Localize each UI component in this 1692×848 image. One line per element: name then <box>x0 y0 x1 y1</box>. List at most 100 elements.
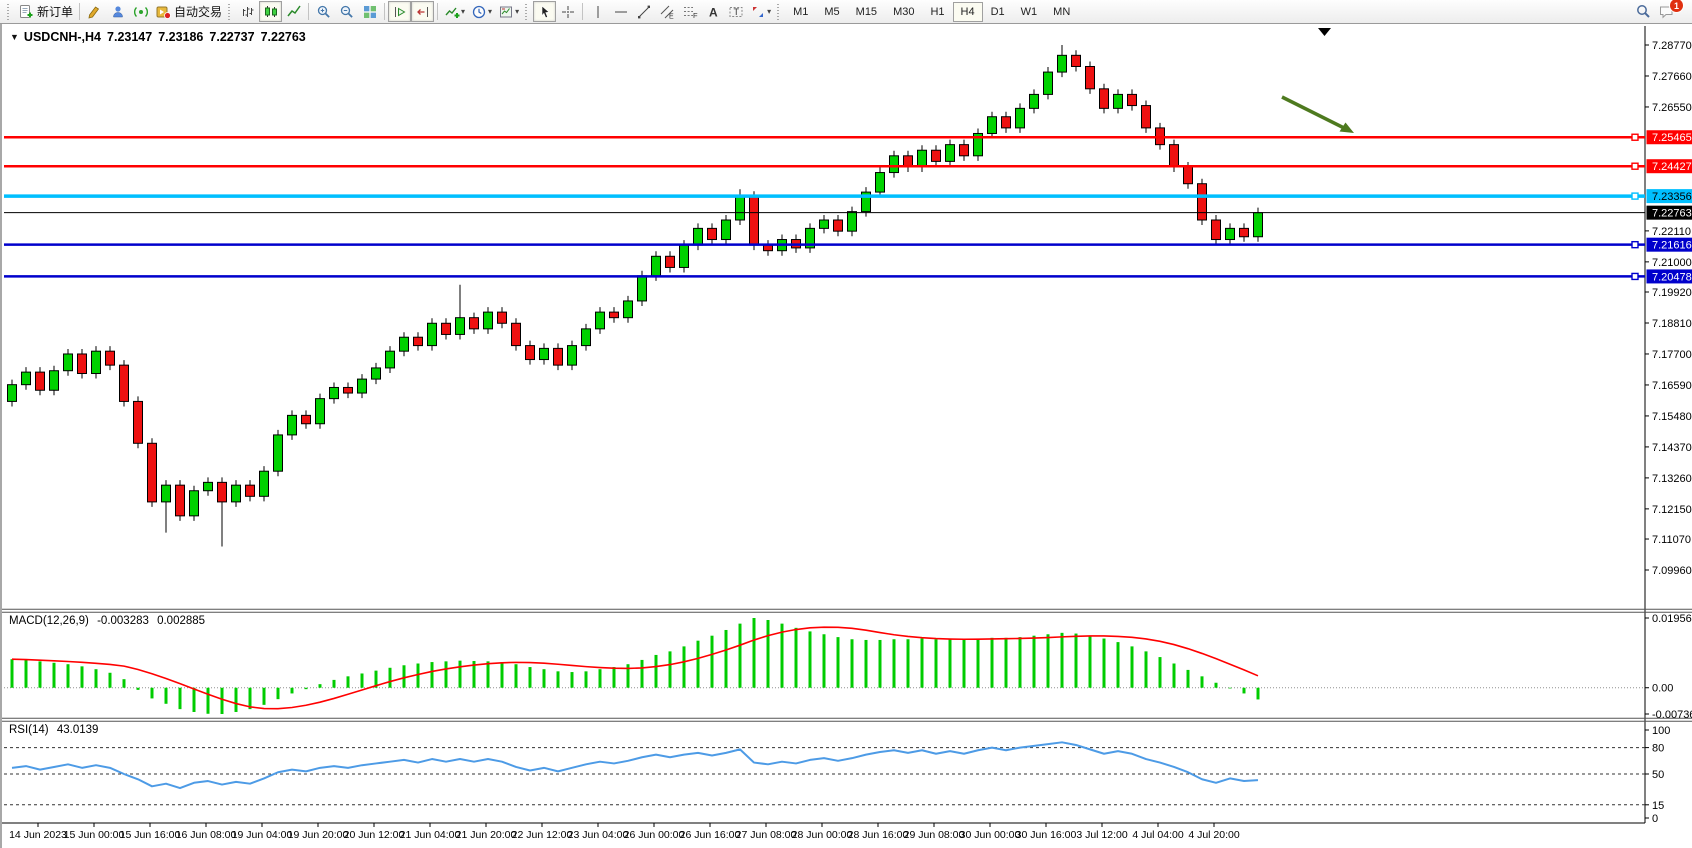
rsi-scale-label: 50 <box>1652 769 1664 781</box>
search-button[interactable] <box>1632 1 1655 22</box>
one-click-trading-toggle[interactable]: ▼ <box>10 32 19 42</box>
indicators-button[interactable]: ▾ <box>441 1 468 22</box>
candle <box>1239 227 1249 238</box>
metaeditor-icon <box>88 5 99 19</box>
candle <box>259 470 269 497</box>
chart-shift-button[interactable] <box>411 1 435 22</box>
macd-scale-label: 0.019561 <box>1652 613 1692 625</box>
line-chart-button[interactable] <box>282 1 305 22</box>
rsi-scale-label: 0 <box>1652 813 1658 825</box>
timeframe-h4-button[interactable]: H4 <box>952 1 983 22</box>
candle <box>833 219 843 232</box>
new-order-button[interactable]: 新订单 <box>15 1 76 22</box>
metaeditor-button[interactable] <box>83 1 106 22</box>
price-badge <box>1646 237 1692 252</box>
horizontal-line-button[interactable] <box>609 1 632 22</box>
autotrading-button[interactable]: 自动交易 <box>152 1 225 22</box>
text-button[interactable]: A <box>701 1 724 22</box>
price-badge <box>1646 269 1692 284</box>
price-line-handle[interactable] <box>1631 192 1639 200</box>
candle <box>693 227 703 246</box>
fibonacci-icon: F <box>683 6 698 20</box>
autotrading-label: 自动交易 <box>174 5 223 19</box>
search-icon <box>1637 5 1650 18</box>
price-line-handle[interactable] <box>1631 272 1639 281</box>
candle <box>581 328 591 347</box>
equidistant-channel-button[interactable]: E <box>655 1 678 22</box>
timeframe-h1-button[interactable]: H1 <box>930 5 945 18</box>
arrows-button[interactable]: ▾ <box>747 1 774 22</box>
vertical-line-button[interactable] <box>586 1 609 22</box>
candle <box>105 350 115 366</box>
signals-button[interactable] <box>129 1 152 22</box>
line-chart-icon <box>286 5 301 16</box>
candle <box>119 364 129 402</box>
tile-windows-button[interactable] <box>358 1 381 22</box>
periods-button[interactable]: ▾ <box>468 1 495 22</box>
timeframe-m15-button[interactable]: M15 <box>855 5 878 18</box>
price-line-handle[interactable] <box>1631 162 1639 170</box>
price-tick-label: 7.19920 <box>1652 287 1692 299</box>
trend-arrow-annotation[interactable] <box>1281 95 1347 131</box>
timeframe-mn-button[interactable]: MN <box>1053 5 1071 18</box>
time-label: 4 Jul 04:00 <box>1132 829 1184 841</box>
templates-button[interactable]: ▾ <box>495 1 522 22</box>
candle <box>35 371 45 391</box>
notification-badge[interactable]: 1 <box>1669 0 1684 13</box>
candle <box>539 347 549 361</box>
timeframe-group: M1 M5 M15 M30 H1 H4 D1 W1 MN <box>785 1 1078 22</box>
price-badge-label: 7.25465 <box>1652 132 1692 144</box>
timeframe-m5-button[interactable]: M5 <box>824 5 840 18</box>
timeframe-m1-button[interactable]: M1 <box>793 5 809 18</box>
rsi-name: RSI(14) <box>9 724 49 736</box>
candle <box>63 353 73 372</box>
mql5-community-button[interactable] <box>106 1 129 22</box>
price-badge <box>1646 130 1692 145</box>
time-label: 26 Jun 00:00 <box>624 829 685 841</box>
price-tick-label: 7.09960 <box>1652 565 1692 577</box>
timeframe-d1-button[interactable]: D1 <box>990 5 1005 18</box>
candle <box>427 322 437 347</box>
zoom-in-button[interactable] <box>312 1 335 22</box>
candle <box>413 336 423 347</box>
fibonacci-button[interactable]: F <box>678 1 701 22</box>
time-label: 19 Jun 20:00 <box>288 829 349 841</box>
candle <box>609 311 619 319</box>
zoom-out-button[interactable] <box>335 1 358 22</box>
candle <box>973 132 983 157</box>
indicators-caret: ▾ <box>461 7 466 16</box>
svg-text:T: T <box>733 7 739 17</box>
svg-text:F: F <box>693 11 698 20</box>
trendline-button[interactable] <box>632 1 655 22</box>
candle <box>1183 166 1193 185</box>
candle <box>371 367 381 380</box>
auto-scroll-button[interactable] <box>388 1 412 22</box>
zoom-out-icon <box>340 5 353 18</box>
candle <box>721 219 731 241</box>
price-tick-label: 7.28770 <box>1652 40 1692 52</box>
time-label: 23 Jun 04:00 <box>568 829 629 841</box>
candle <box>301 414 311 425</box>
candle <box>329 386 339 400</box>
bar-chart-button[interactable] <box>236 1 259 22</box>
chart-canvas[interactable]: 7.28770 7.27660 7.26550 7.22110 7.21000 7.199… <box>2 24 1692 848</box>
autotrading-icon <box>156 6 171 19</box>
candle <box>567 345 577 366</box>
candle <box>805 227 815 249</box>
candle <box>945 144 955 162</box>
candle <box>1099 88 1109 109</box>
cursor-button[interactable] <box>533 1 557 22</box>
time-label: 15 Jun 16:00 <box>120 829 181 841</box>
timeframe-w1-button[interactable]: W1 <box>1020 5 1038 18</box>
price-line-handle[interactable] <box>1631 240 1639 249</box>
chart-end-marker <box>1318 28 1331 36</box>
timeframe-m30-button[interactable]: M30 <box>893 5 915 18</box>
chat-button[interactable]: 1 <box>1655 0 1684 22</box>
text-label-button[interactable]: T <box>724 1 747 22</box>
crosshair-button[interactable] <box>556 1 579 22</box>
text-icon: A <box>709 5 718 19</box>
candlestick-chart-button[interactable] <box>259 1 283 22</box>
time-label: 3 Jul 12:00 <box>1076 829 1128 841</box>
candle <box>357 378 367 394</box>
price-line-handle[interactable] <box>1631 133 1639 141</box>
